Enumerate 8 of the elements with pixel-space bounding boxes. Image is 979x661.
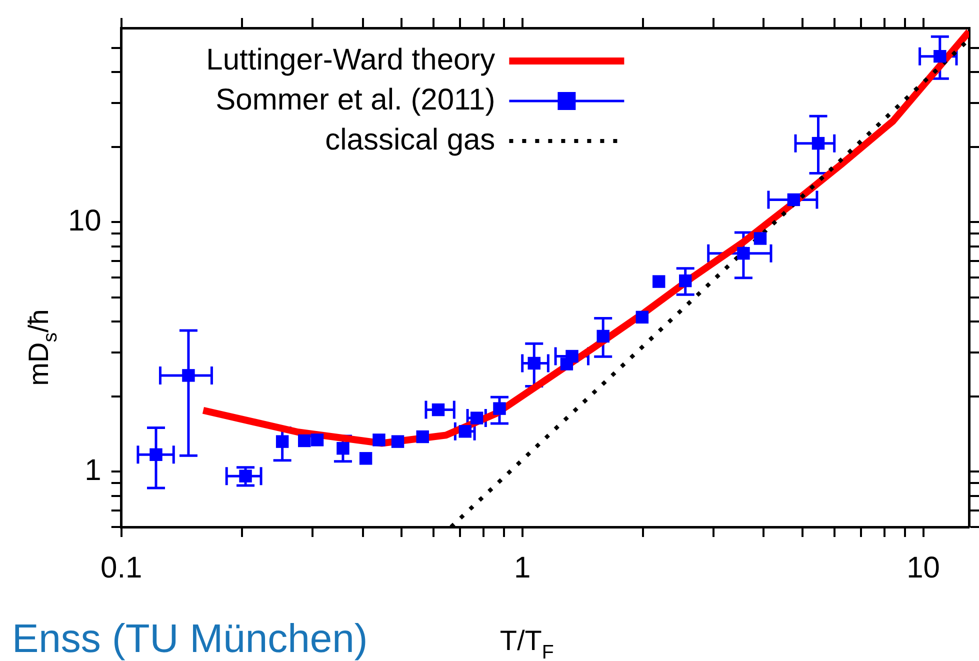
- text: Enss (TU München): [12, 617, 368, 661]
- legend-label: Sommer et al. (2011): [216, 83, 496, 116]
- legend-label: Luttinger-Ward theory: [206, 43, 496, 76]
- x-tick-label: 0.1: [100, 551, 142, 584]
- legend-label: classical gas: [325, 123, 496, 156]
- y-axis-title: mDs/ħ: [23, 309, 62, 386]
- x-tick-label: 10: [906, 551, 940, 584]
- x-tick-label: 1: [514, 551, 531, 584]
